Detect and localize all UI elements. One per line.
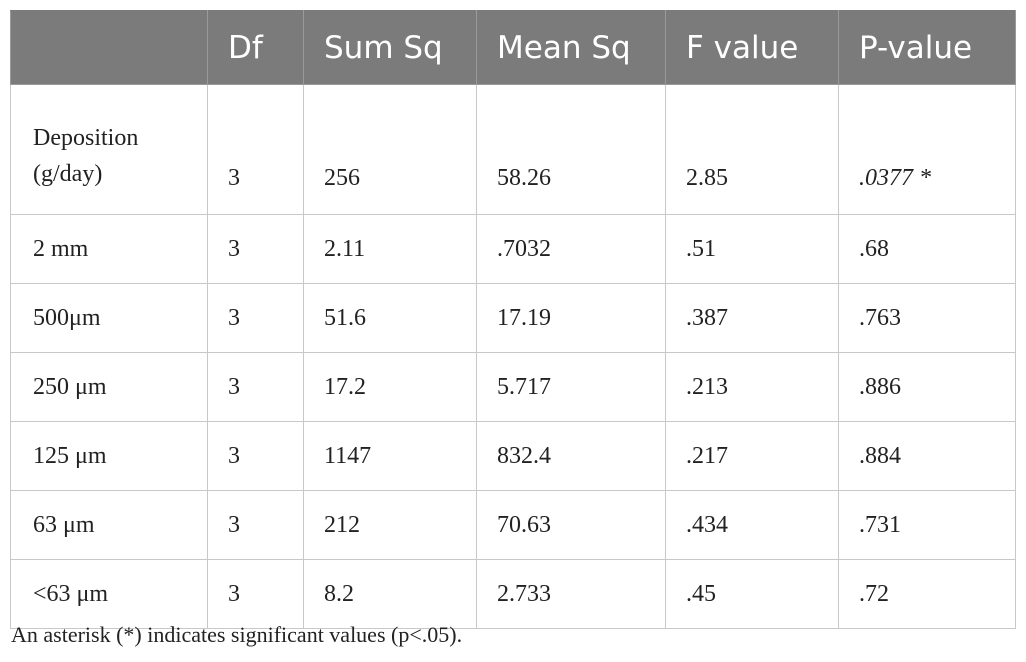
- cell-sum-sq: 17.2: [303, 352, 477, 422]
- cell-df: 3: [207, 214, 304, 284]
- header-cell-f-value: F value: [665, 10, 839, 85]
- cell-f-value: .217: [665, 421, 839, 491]
- cell-mean-sq: .7032: [476, 214, 666, 284]
- cell-f-value: 2.85: [665, 84, 839, 215]
- cell-f-value: .434: [665, 490, 839, 560]
- cell-p-value: .731: [838, 490, 1016, 560]
- cell-f-value: .51: [665, 214, 839, 284]
- row-label: 500μm: [10, 283, 208, 353]
- table-row: 125 μm 3 1147 832.4 .217 .884: [10, 421, 1016, 491]
- cell-df: 3: [207, 421, 304, 491]
- table-row: 63 μm 3 212 70.63 .434 .731: [10, 490, 1016, 560]
- cell-f-value: .213: [665, 352, 839, 422]
- cell-sum-sq: 2.11: [303, 214, 477, 284]
- header-cell-blank: [10, 10, 208, 85]
- cell-sum-sq: 8.2: [303, 559, 477, 629]
- table-row: 2 mm 3 2.11 .7032 .51 .68: [10, 214, 1016, 284]
- cell-p-value: .72: [838, 559, 1016, 629]
- cell-mean-sq: 17.19: [476, 283, 666, 353]
- cell-f-value: .45: [665, 559, 839, 629]
- cell-p-value: .763: [838, 283, 1016, 353]
- header-cell-mean-sq: Mean Sq: [476, 10, 666, 85]
- cell-df: 3: [207, 559, 304, 629]
- table-body: Deposition (g/day) 3 256 58.26 2.85 .037…: [10, 84, 1016, 629]
- cell-df: 3: [207, 490, 304, 560]
- anova-table: Df Sum Sq Mean Sq F value P-value Deposi…: [10, 10, 1016, 629]
- cell-mean-sq: 2.733: [476, 559, 666, 629]
- cell-mean-sq: 5.717: [476, 352, 666, 422]
- cell-p-value: .0377 *: [838, 84, 1016, 215]
- anova-table-container: Df Sum Sq Mean Sq F value P-value Deposi…: [10, 10, 1016, 629]
- row-label: 250 μm: [10, 352, 208, 422]
- row-label: Deposition (g/day): [10, 84, 208, 215]
- table-row: Deposition (g/day) 3 256 58.26 2.85 .037…: [10, 84, 1016, 215]
- table-header: Df Sum Sq Mean Sq F value P-value: [10, 10, 1016, 85]
- cell-p-value: .884: [838, 421, 1016, 491]
- table-row: 500μm 3 51.6 17.19 .387 .763: [10, 283, 1016, 353]
- row-label: <63 μm: [10, 559, 208, 629]
- header-cell-sum-sq: Sum Sq: [303, 10, 477, 85]
- row-label: 63 μm: [10, 490, 208, 560]
- cell-mean-sq: 70.63: [476, 490, 666, 560]
- table-row: 250 μm 3 17.2 5.717 .213 .886: [10, 352, 1016, 422]
- cell-mean-sq: 58.26: [476, 84, 666, 215]
- cell-df: 3: [207, 84, 304, 215]
- row-label: 2 mm: [10, 214, 208, 284]
- cell-df: 3: [207, 283, 304, 353]
- cell-mean-sq: 832.4: [476, 421, 666, 491]
- cell-sum-sq: 256: [303, 84, 477, 215]
- header-row: Df Sum Sq Mean Sq F value P-value: [10, 10, 1016, 85]
- cell-p-value: .886: [838, 352, 1016, 422]
- table-footnote: An asterisk (*) indicates significant va…: [11, 622, 463, 647]
- cell-sum-sq: 51.6: [303, 283, 477, 353]
- header-cell-p-value: P-value: [838, 10, 1016, 85]
- header-cell-df: Df: [207, 10, 304, 85]
- cell-f-value: .387: [665, 283, 839, 353]
- cell-sum-sq: 212: [303, 490, 477, 560]
- cell-sum-sq: 1147: [303, 421, 477, 491]
- cell-df: 3: [207, 352, 304, 422]
- cell-p-value: .68: [838, 214, 1016, 284]
- row-label: 125 μm: [10, 421, 208, 491]
- table-row: <63 μm 3 8.2 2.733 .45 .72: [10, 559, 1016, 629]
